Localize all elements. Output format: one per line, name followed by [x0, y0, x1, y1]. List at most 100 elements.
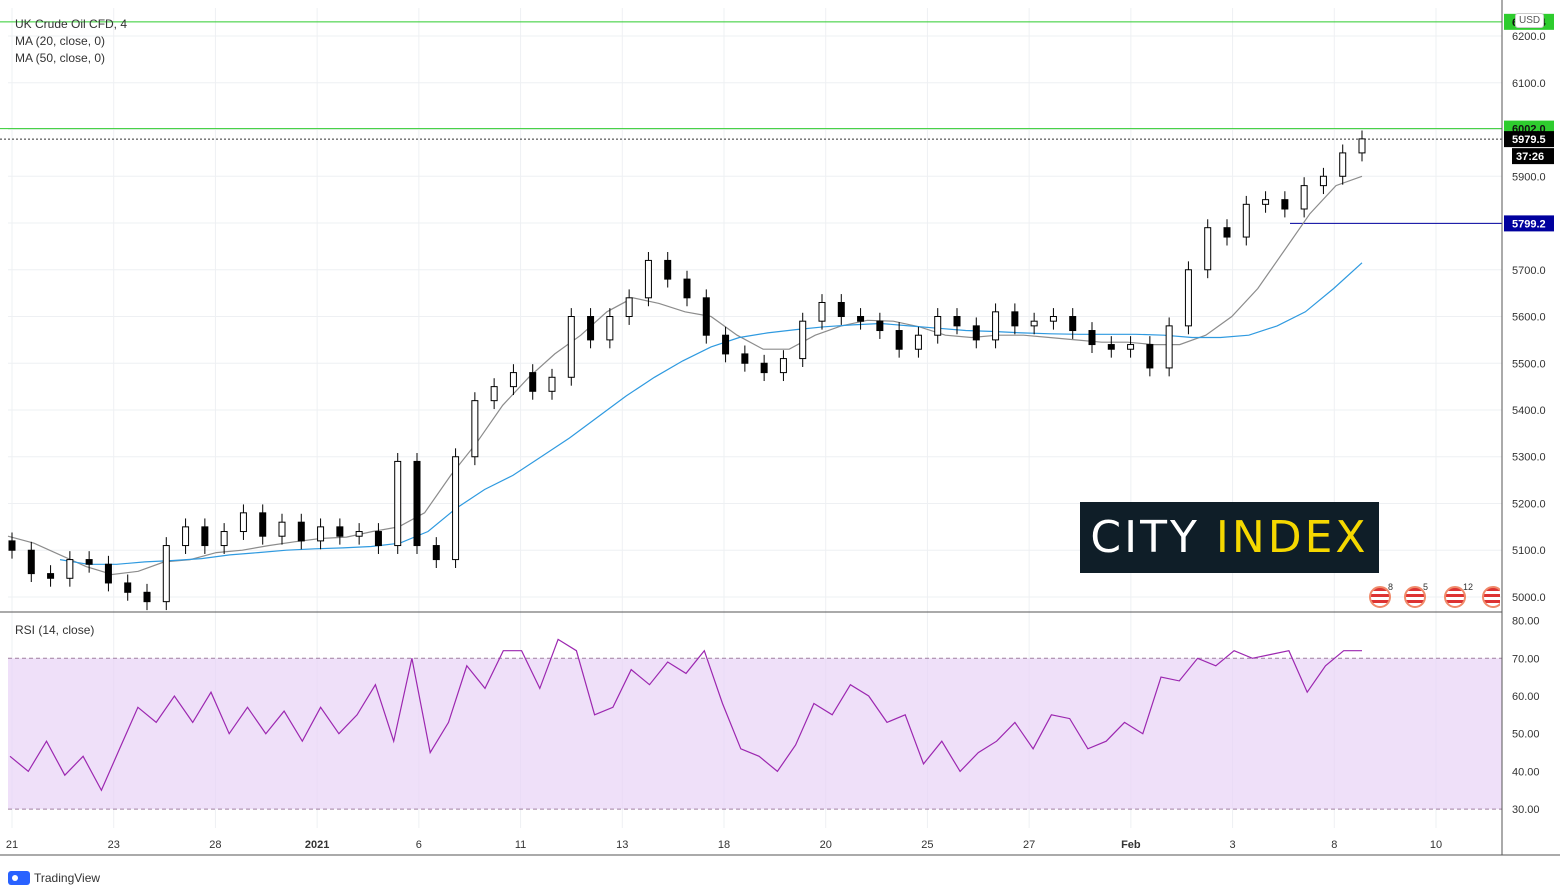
candle [895, 330, 903, 350]
candle [992, 311, 1000, 341]
us-flag-icon [1482, 586, 1500, 608]
candle [432, 545, 440, 561]
time-tick-label: 13 [616, 839, 628, 851]
time-tick-label: 3 [1230, 839, 1236, 851]
rsi-line [9, 638, 1362, 792]
event-count: 5 [1423, 582, 1429, 592]
candles [8, 130, 1366, 611]
candle [413, 460, 421, 547]
candle [702, 297, 710, 336]
candle [606, 316, 614, 341]
candle [143, 591, 151, 603]
candle [27, 549, 35, 575]
candle [799, 320, 807, 360]
candle [683, 278, 691, 299]
candle [1242, 203, 1250, 238]
price-badge-label: 5979.5 [1512, 134, 1546, 146]
symbol-legend[interactable]: UK Crude Oil CFD, 4 [15, 17, 128, 31]
rsi-tick-label: 70.00 [1512, 653, 1540, 665]
candle [818, 301, 826, 322]
city-index-logo: CITY INDEX [1080, 502, 1379, 573]
price-badge [1504, 131, 1554, 148]
rsi-tick-label: 40.00 [1512, 766, 1540, 778]
tradingview-logo[interactable]: TradingView [8, 871, 100, 885]
time-tick-label: 27 [1023, 839, 1035, 851]
candle [1339, 152, 1347, 177]
candle [182, 526, 190, 547]
candle [317, 526, 325, 542]
candle [336, 526, 344, 537]
time-tick-label: 6 [416, 839, 422, 851]
time-tick-label: 21 [6, 839, 18, 851]
ma20-legend[interactable]: MA (20, close, 0) [15, 34, 106, 48]
candle [722, 334, 730, 355]
price-badge [1504, 215, 1554, 232]
candle [104, 563, 112, 584]
event-flag-3[interactable]: 12 [1444, 582, 1474, 608]
candle [1088, 330, 1096, 346]
candle [567, 316, 575, 378]
candle [162, 545, 170, 603]
moving-averages [7, 175, 1363, 576]
candle [953, 316, 961, 327]
price-levels [0, 21, 1502, 224]
candle [1069, 316, 1077, 332]
event-count: 8 [1388, 582, 1394, 592]
candle [934, 316, 942, 336]
tradingview-icon [8, 871, 30, 885]
event-flag-4[interactable] [1482, 584, 1500, 608]
event-flag-1[interactable]: 8 [1369, 582, 1397, 608]
candle [394, 460, 402, 547]
candle [1107, 344, 1115, 350]
candle [1262, 199, 1270, 205]
time-tick-label: Feb [1121, 839, 1141, 851]
candle [529, 372, 537, 392]
candle [1030, 320, 1038, 327]
time-tick-label: 28 [209, 839, 221, 851]
ma50-legend[interactable]: MA (50, close, 0) [15, 51, 106, 65]
candle [837, 301, 845, 318]
candle [1204, 227, 1212, 271]
candle [66, 559, 74, 579]
candle [297, 521, 305, 542]
price-badge-label: 5799.2 [1512, 218, 1546, 230]
candle [355, 531, 363, 537]
candle [220, 531, 228, 547]
candle [914, 334, 922, 350]
countdown-badge [1512, 148, 1554, 165]
ma20-line [7, 175, 1363, 576]
ma50-line [59, 262, 1363, 565]
time-tick-label: 20 [820, 839, 832, 851]
candle [1358, 138, 1366, 154]
candle [278, 521, 286, 537]
price-tick-label: 5300.0 [1512, 452, 1546, 464]
rsi-tick-label: 50.00 [1512, 729, 1540, 741]
time-tick-label: 11 [515, 839, 526, 851]
candle [876, 320, 884, 332]
candle [124, 582, 132, 593]
currency-label[interactable]: USD [1515, 13, 1545, 28]
candle [1319, 175, 1327, 187]
price-tick-label: 5000.0 [1512, 592, 1546, 604]
rsi-tick-label: 30.00 [1512, 804, 1540, 816]
candle [1184, 269, 1192, 327]
price-tick-label: 5900.0 [1512, 171, 1546, 183]
candle [1165, 325, 1173, 369]
event-count: 12 [1463, 582, 1474, 592]
candle [374, 531, 382, 547]
candle [452, 456, 460, 561]
candle [471, 400, 479, 458]
candle [779, 358, 787, 374]
candle [490, 386, 498, 402]
brand-part1: CITY [1090, 512, 1200, 563]
candle [1049, 316, 1057, 322]
candle [1146, 344, 1154, 369]
price-tick-label: 5600.0 [1512, 312, 1546, 324]
candle [587, 316, 595, 341]
candle [1127, 344, 1135, 350]
rsi-band-fill [8, 658, 1502, 810]
event-flag-2[interactable]: 5 [1404, 582, 1432, 608]
rsi-line [9, 638, 1362, 792]
rsi-legend[interactable]: RSI (14, close) [15, 623, 95, 637]
